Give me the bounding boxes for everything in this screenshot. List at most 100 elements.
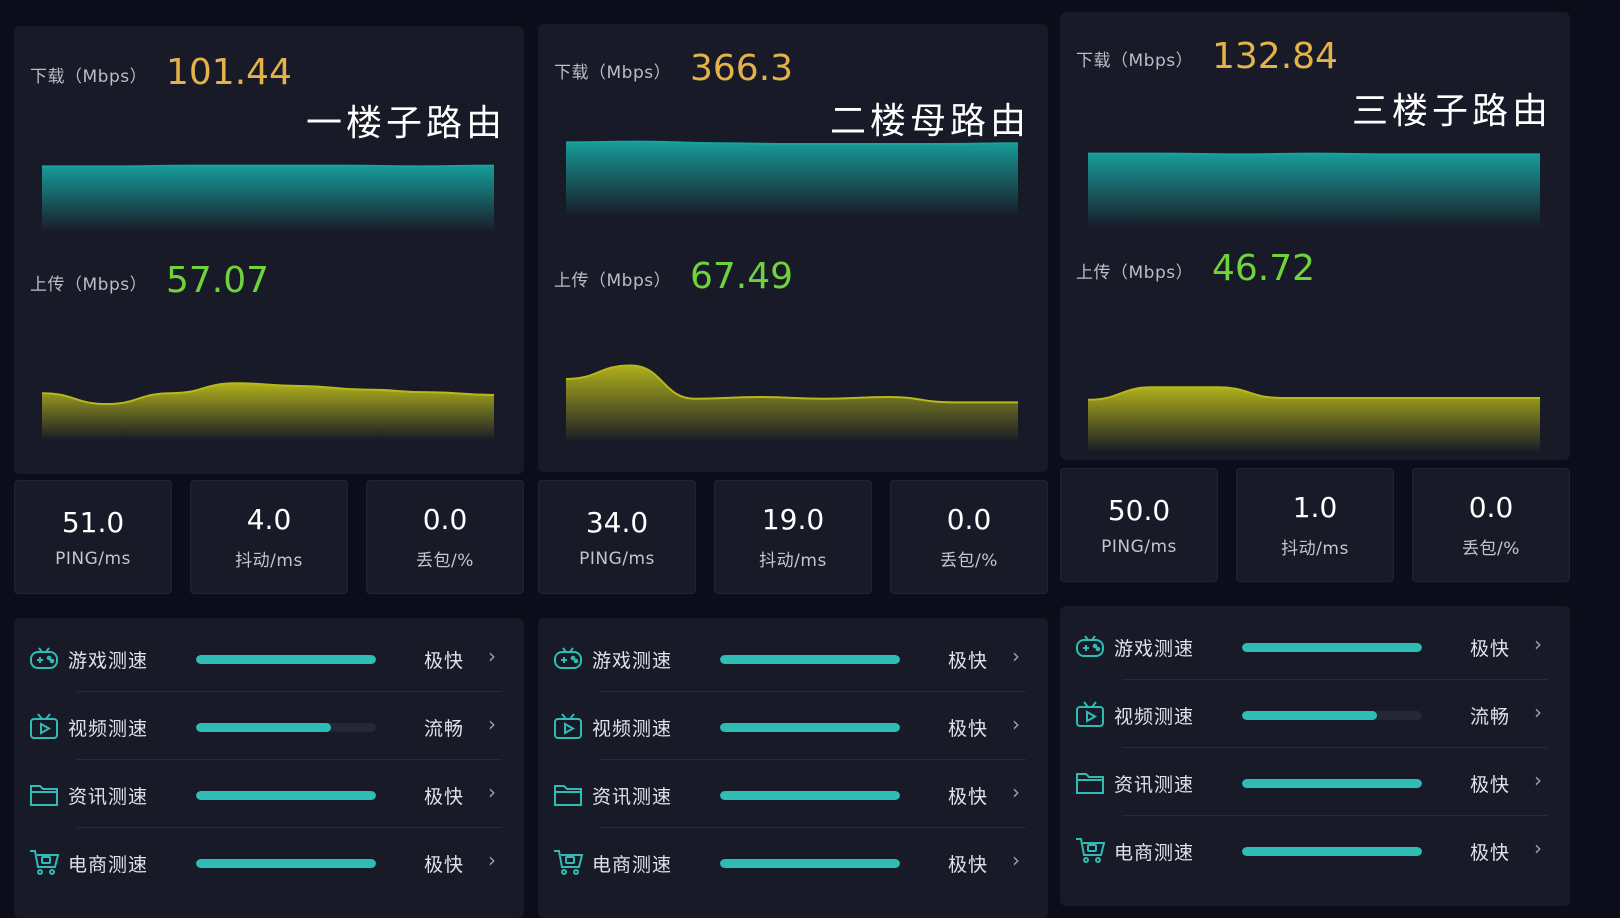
chevron-right-icon[interactable]: › bbox=[488, 644, 496, 668]
test-row[interactable]: 电商测速 极快 › bbox=[538, 826, 1048, 896]
download-value: 132.84 bbox=[1212, 36, 1338, 77]
upload-chart bbox=[42, 382, 494, 440]
test-progress-fill bbox=[720, 723, 900, 732]
download-chart bbox=[566, 140, 1018, 216]
test-rating: 极快 bbox=[424, 650, 465, 672]
divider bbox=[76, 827, 502, 828]
stat-box: 0.0 丢包/% bbox=[890, 480, 1048, 594]
download-value: 366.3 bbox=[690, 48, 794, 89]
download-label: 下载（Mbps） bbox=[1076, 51, 1194, 71]
test-row[interactable]: 视频测速 流畅 › bbox=[14, 690, 524, 760]
test-row[interactable]: 电商测速 极快 › bbox=[1060, 814, 1570, 884]
video-icon bbox=[28, 710, 60, 742]
stats-row: 51.0 PING/ms 4.0 抖动/ms 0.0 丢包/% bbox=[14, 480, 524, 594]
stat-label: PING/ms bbox=[55, 548, 131, 569]
test-progress-bar bbox=[196, 791, 376, 800]
upload-value: 57.07 bbox=[166, 260, 270, 301]
stat-label: PING/ms bbox=[1101, 536, 1177, 557]
chevron-right-icon[interactable]: › bbox=[1534, 768, 1542, 792]
test-progress-fill bbox=[1242, 711, 1377, 720]
test-progress-fill bbox=[720, 859, 900, 868]
test-rating: 流畅 bbox=[424, 718, 465, 740]
chevron-right-icon[interactable]: › bbox=[488, 712, 496, 736]
chart-line bbox=[1088, 152, 1540, 156]
chevron-right-icon[interactable]: › bbox=[488, 848, 496, 872]
chevron-right-icon[interactable]: › bbox=[1534, 836, 1542, 860]
divider bbox=[1122, 679, 1548, 680]
test-name: 游戏测速 bbox=[68, 650, 149, 672]
upload-value: 46.72 bbox=[1212, 248, 1316, 289]
chevron-right-icon[interactable]: › bbox=[1012, 712, 1020, 736]
tests-card: 游戏测速 极快 › 视频测速 流畅 › 资讯测速 极快 › 电商测速 bbox=[14, 618, 524, 918]
test-row[interactable]: 视频测速 流畅 › bbox=[1060, 678, 1570, 748]
chevron-right-icon[interactable]: › bbox=[1534, 632, 1542, 656]
test-row[interactable]: 电商测速 极快 › bbox=[14, 826, 524, 896]
chevron-right-icon[interactable]: › bbox=[1012, 780, 1020, 804]
test-rating: 极快 bbox=[1470, 638, 1511, 660]
download-label: 下载（Mbps） bbox=[554, 63, 672, 83]
chevron-right-icon[interactable]: › bbox=[1012, 848, 1020, 872]
stat-value: 4.0 bbox=[246, 503, 292, 536]
test-row[interactable]: 游戏测速 极快 › bbox=[538, 622, 1048, 692]
download-chart bbox=[42, 164, 494, 232]
stat-label: 丢包/% bbox=[940, 551, 998, 571]
test-name: 视频测速 bbox=[1114, 706, 1195, 728]
speed-chart-card: 下载（Mbps） 132.84 三楼子路由 上传（Mbps） 46.72 bbox=[1060, 12, 1570, 460]
upload-chart bbox=[1088, 386, 1540, 452]
test-row[interactable]: 游戏测速 极快 › bbox=[1060, 610, 1570, 680]
test-progress-bar bbox=[720, 655, 900, 664]
upload-label: 上传（Mbps） bbox=[30, 275, 148, 295]
stat-box: 50.0 PING/ms bbox=[1060, 468, 1218, 582]
test-rating: 极快 bbox=[948, 718, 989, 740]
stat-label: PING/ms bbox=[579, 548, 655, 569]
folder-icon bbox=[28, 778, 60, 810]
test-progress-fill bbox=[1242, 779, 1422, 788]
chart-area bbox=[1088, 153, 1540, 228]
test-name: 游戏测速 bbox=[1114, 638, 1195, 660]
stat-value: 0.0 bbox=[946, 503, 992, 536]
stat-box: 0.0 丢包/% bbox=[366, 480, 524, 594]
chart-area bbox=[42, 165, 494, 232]
test-name: 资讯测速 bbox=[1114, 774, 1195, 796]
test-row[interactable]: 视频测速 极快 › bbox=[538, 690, 1048, 760]
test-row[interactable]: 游戏测速 极快 › bbox=[14, 622, 524, 692]
divider bbox=[1122, 747, 1548, 748]
test-progress-bar bbox=[1242, 779, 1422, 788]
stat-label: 丢包/% bbox=[1462, 539, 1520, 559]
chart-line bbox=[1088, 386, 1540, 401]
gamepad-icon bbox=[552, 642, 584, 674]
test-row[interactable]: 资讯测速 极快 › bbox=[1060, 746, 1570, 816]
chart-area bbox=[566, 141, 1018, 216]
upload-chart bbox=[566, 364, 1018, 442]
chevron-right-icon[interactable]: › bbox=[488, 780, 496, 804]
test-name: 资讯测速 bbox=[68, 786, 149, 808]
chevron-right-icon[interactable]: › bbox=[1534, 700, 1542, 724]
test-progress-fill bbox=[720, 655, 900, 664]
test-progress-fill bbox=[196, 655, 376, 664]
tests-card: 游戏测速 极快 › 视频测速 极快 › 资讯测速 极快 › 电商测速 bbox=[538, 618, 1048, 918]
speed-chart-card: 下载（Mbps） 366.3 二楼母路由 上传（Mbps） 67.49 bbox=[538, 24, 1048, 472]
stat-box: 4.0 抖动/ms bbox=[190, 480, 348, 594]
divider bbox=[1122, 815, 1548, 816]
test-rating: 极快 bbox=[948, 854, 989, 876]
divider bbox=[76, 691, 502, 692]
divider bbox=[600, 691, 1026, 692]
stat-box: 0.0 丢包/% bbox=[1412, 468, 1570, 582]
download-label: 下载（Mbps） bbox=[30, 67, 148, 87]
test-rating: 极快 bbox=[1470, 774, 1511, 796]
upload-value: 67.49 bbox=[690, 256, 794, 297]
cart-icon bbox=[552, 846, 584, 878]
test-progress-fill bbox=[196, 723, 331, 732]
test-row[interactable]: 资讯测速 极快 › bbox=[14, 758, 524, 828]
chevron-right-icon[interactable]: › bbox=[1012, 644, 1020, 668]
stat-box: 51.0 PING/ms bbox=[14, 480, 172, 594]
test-progress-bar bbox=[1242, 711, 1422, 720]
test-row[interactable]: 资讯测速 极快 › bbox=[538, 758, 1048, 828]
divider bbox=[76, 759, 502, 760]
stat-label: 抖动/ms bbox=[759, 551, 827, 571]
test-rating: 极快 bbox=[948, 650, 989, 672]
stat-value: 19.0 bbox=[761, 503, 825, 536]
test-progress-fill bbox=[1242, 847, 1422, 856]
video-icon bbox=[552, 710, 584, 742]
router-title: 二楼母路由 bbox=[829, 101, 1030, 142]
